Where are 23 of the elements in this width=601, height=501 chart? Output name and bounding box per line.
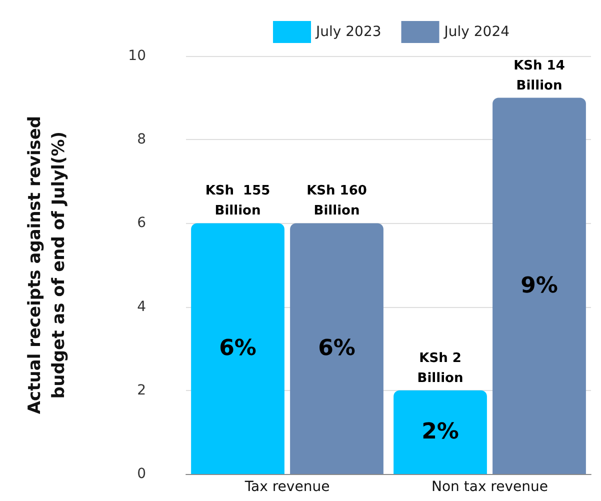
annotation: KSh 2 Billion <box>417 350 464 386</box>
data-label: 6% <box>219 336 256 362</box>
bar <box>191 223 284 474</box>
bar <box>492 98 586 474</box>
data-label: 2% <box>422 420 459 445</box>
y-tick-label: 8 <box>137 132 146 148</box>
annotation: KSh 14 Billion <box>514 58 565 94</box>
data-label: 9% <box>520 273 558 298</box>
y-tick-label: 10 <box>128 48 146 64</box>
y-axis-title: Actual receipts against revised budget as of end of Julyl(%) <box>25 116 69 414</box>
legend-label: July 2024 <box>443 24 510 40</box>
data-label: 6% <box>318 336 356 362</box>
x-tick-label: Tax revenue <box>244 479 330 495</box>
y-tick-label: 2 <box>137 382 146 398</box>
bar <box>394 390 487 474</box>
y-tick-label: 4 <box>137 298 146 315</box>
annotation: KSh 155 Billion <box>205 184 270 219</box>
y-tick-label: 6 <box>137 215 146 232</box>
annotation: KSh 160 Billion <box>306 184 367 219</box>
y-tick-label: 0 <box>137 466 146 482</box>
x-tick-label: Non tax revenue <box>432 479 548 495</box>
legend-label: July 2023 <box>315 24 382 40</box>
bar <box>290 223 384 474</box>
